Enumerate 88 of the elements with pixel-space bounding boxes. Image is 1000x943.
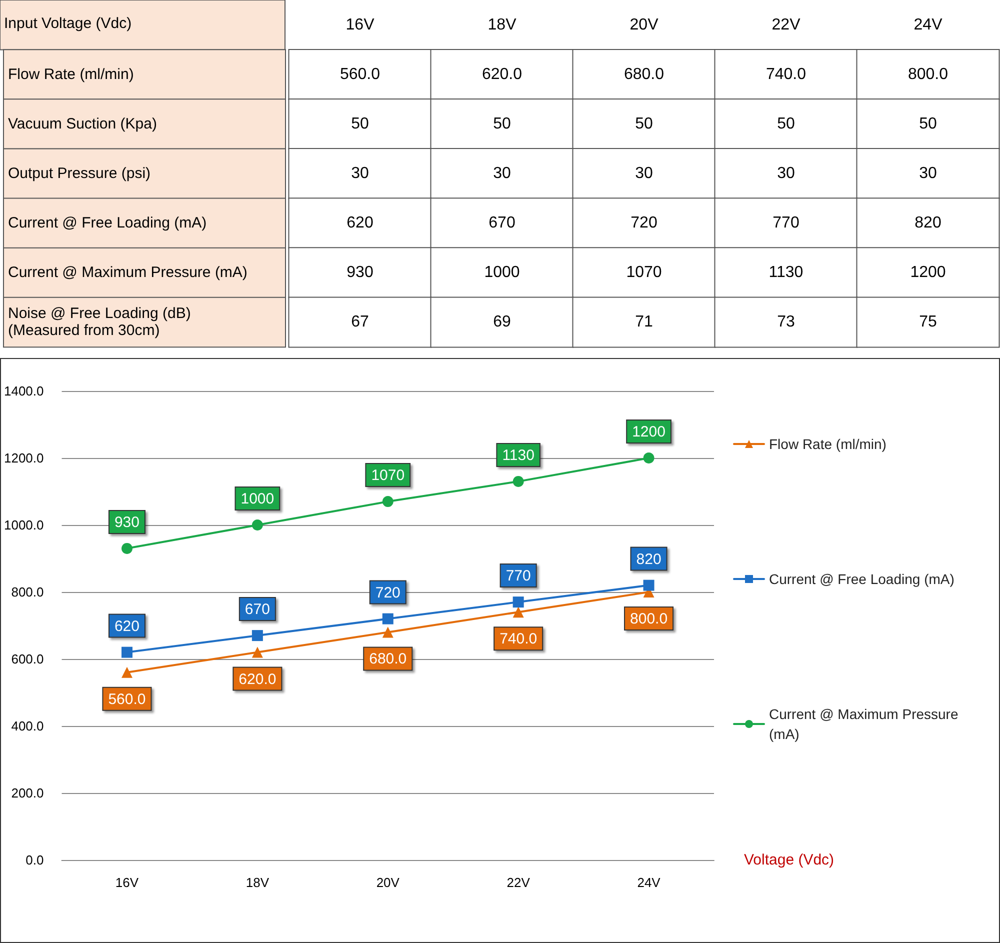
data-label: 50 xyxy=(635,116,653,133)
data-label: 720 xyxy=(630,214,658,232)
x-tick-label: 24V xyxy=(637,875,661,890)
data-label: 30 xyxy=(777,165,795,182)
y-tick-label: 200.0 xyxy=(11,786,44,800)
data-label: 50 xyxy=(777,116,795,133)
y-tick-label: 1200.0 xyxy=(4,450,44,466)
y-tick-label: Current @ Maximum Pressure (mA) xyxy=(8,264,248,282)
data-label: 620.0 xyxy=(238,670,276,688)
data-label: 620.0 xyxy=(482,66,522,83)
data-label: 1000 xyxy=(240,490,274,508)
data-label: 800.0 xyxy=(908,66,948,83)
data-label: 620 xyxy=(114,618,140,635)
point xyxy=(121,666,132,678)
data-label: 820 xyxy=(914,214,942,232)
point xyxy=(252,646,263,658)
data-label: 69 xyxy=(493,314,511,331)
point xyxy=(121,646,132,658)
data-label: 1130 xyxy=(502,446,534,464)
x-tick-label: 16V xyxy=(346,16,375,34)
point xyxy=(382,613,394,624)
y-tick-label: Current @ Free Loading (mA) xyxy=(8,214,207,232)
data-label: 50 xyxy=(919,116,937,133)
point xyxy=(643,452,654,464)
y-tick-label: Vacuum Suction (Kpa) xyxy=(8,116,157,133)
data-label: 67 xyxy=(351,314,369,331)
data-label: 1070 xyxy=(371,467,405,484)
y-tick-label: 1000.0 xyxy=(4,518,44,532)
data-label: 71 xyxy=(635,314,653,331)
data-label: 720 xyxy=(375,584,400,602)
data-label: 1200 xyxy=(910,264,946,282)
x-axis-title: Voltage (Vdc) xyxy=(744,852,834,868)
data-label: 30 xyxy=(919,165,937,182)
y-tick-label: Noise @ Free Loading (dB) (Measured from 30cm) xyxy=(8,305,191,340)
data-label: 1200 xyxy=(632,424,666,440)
x-tick-label: 18V xyxy=(246,875,270,890)
point xyxy=(512,606,524,618)
point xyxy=(121,542,132,554)
data-label: 560.0 xyxy=(108,690,146,708)
y-tick-label: 400.0 xyxy=(11,718,44,734)
point xyxy=(382,496,394,508)
data-label: 30 xyxy=(493,165,511,182)
data-label: 670 xyxy=(488,214,516,232)
data-label: 770 xyxy=(506,568,531,585)
y-tick-label: 800.0 xyxy=(11,584,44,600)
data-label: 740.0 xyxy=(500,630,538,648)
data-label: 770 xyxy=(772,214,800,232)
y-tick-label: Output Pressure (psi) xyxy=(8,165,151,182)
data-label: 30 xyxy=(351,165,369,182)
data-label: 930 xyxy=(114,514,140,531)
point xyxy=(643,580,654,591)
legend-label: Flow Rate (ml/min) xyxy=(769,436,886,452)
x-tick-label: 22V xyxy=(506,875,530,890)
data-label: 30 xyxy=(635,165,653,182)
x-axis-title: Input Voltage (Vdc) xyxy=(4,14,132,32)
data-label: 930 xyxy=(346,264,374,282)
x-tick-label: 24V xyxy=(914,16,943,34)
y-tick-label: 1400.0 xyxy=(4,384,44,398)
x-tick-label: 22V xyxy=(772,16,801,34)
data-label: 800.0 xyxy=(630,610,668,628)
x-tick-label: 16V xyxy=(115,875,139,890)
data-label: 670 xyxy=(244,601,270,618)
legend-label: Current @ Maximum Pressure (mA) xyxy=(769,706,962,742)
point xyxy=(252,520,263,530)
point xyxy=(512,596,524,608)
y-tick-label: 600.0 xyxy=(11,652,44,666)
y-tick-label: 0.0 xyxy=(26,852,44,868)
y-tick-label: Flow Rate (ml/min) xyxy=(8,66,134,83)
data-label: 740.0 xyxy=(766,66,806,83)
point xyxy=(512,476,524,487)
data-label: 680.0 xyxy=(369,650,407,668)
data-label: 1000 xyxy=(484,264,520,282)
data-label: 50 xyxy=(351,116,369,133)
data-label: 73 xyxy=(777,314,795,331)
data-label: 50 xyxy=(493,116,511,133)
data-label: 680.0 xyxy=(624,66,664,83)
point xyxy=(252,630,263,642)
data-label: 1070 xyxy=(626,264,662,282)
legend-label: Current @ Free Loading (mA) xyxy=(769,571,954,587)
point xyxy=(382,626,394,638)
data-label: 1130 xyxy=(768,264,804,282)
data-label: 560.0 xyxy=(340,66,380,83)
data-label: 620 xyxy=(346,214,374,232)
x-tick-label: 18V xyxy=(488,16,517,34)
x-tick-label: 20V xyxy=(376,875,400,890)
data-label: 820 xyxy=(636,550,662,568)
x-tick-label: 20V xyxy=(630,16,659,34)
data-label: 75 xyxy=(919,314,937,331)
